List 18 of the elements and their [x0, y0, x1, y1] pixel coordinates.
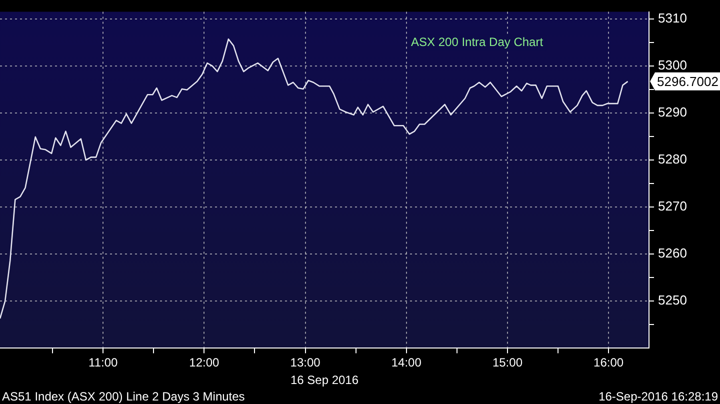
x-tick-label: 11:00: [88, 356, 118, 370]
text: AS51 Index (ASX 200) Line 2 Days 3 Minutes: [2, 389, 245, 404]
y-tick-label: 5270: [658, 198, 687, 214]
y-tick-label: 5250: [658, 292, 687, 308]
text: ASX 200 Intra Day Chart: [411, 35, 544, 50]
x-tick-label: 12:00: [189, 356, 220, 370]
x-tick-label: 15:00: [492, 356, 523, 370]
annotation: 5296.7002: [657, 74, 718, 90]
y-tick-label: 5290: [658, 104, 687, 120]
x-tick-label: 14:00: [391, 356, 422, 370]
x-axis-title: 16 Sep 2016: [290, 373, 359, 388]
y-tick-label: 5260: [658, 246, 687, 261]
text: 16-Sep-2016 16:28:19: [598, 389, 718, 404]
y-tick-label: 5280: [658, 152, 687, 167]
y-tick-label: 5300: [658, 57, 687, 72]
x-tick-label: 13:00: [290, 356, 321, 370]
x-tick-label: 16:00: [594, 356, 624, 370]
y-tick-label: 5310: [658, 10, 687, 26]
